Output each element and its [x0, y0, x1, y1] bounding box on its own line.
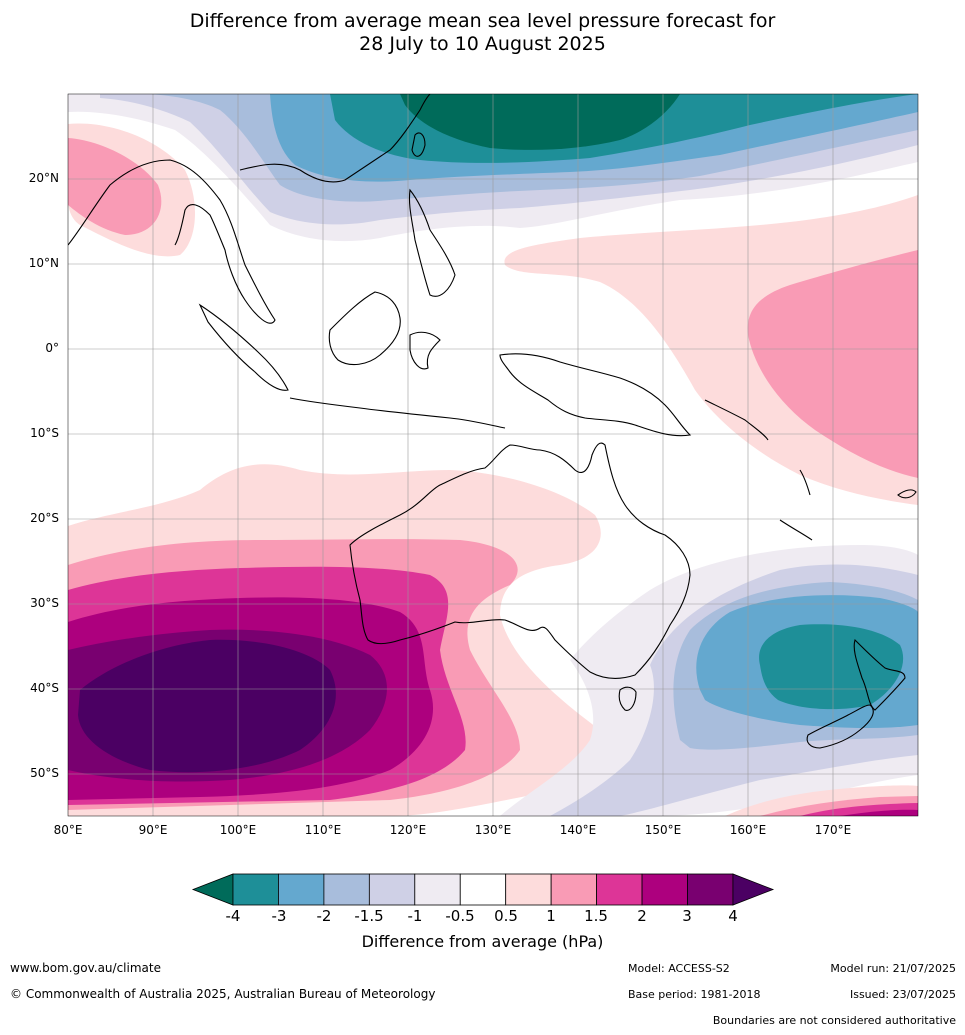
lon-label-90e: 90°E	[138, 823, 168, 837]
philippines-coast	[408, 188, 456, 297]
lat-label-0: 0°	[45, 341, 59, 355]
colorbar-tick: 1.5	[584, 907, 608, 925]
lon-label-80e: 80°E	[53, 823, 83, 837]
colorbar-tick: 2	[637, 907, 647, 925]
model-name: Model: ACCESS-S2	[628, 962, 730, 975]
lat-label-30s: 30°S	[30, 596, 59, 610]
colorbar-swatch	[550, 873, 598, 906]
borneo-coast	[328, 291, 401, 366]
lat-label-20s: 20°S	[30, 511, 59, 525]
colorbar-swatch	[687, 873, 734, 906]
anomaly-contours	[68, 94, 918, 816]
colorbar-swatch	[323, 873, 370, 906]
lon-label-120e: 120°E	[389, 823, 427, 837]
title-line2: 28 July to 10 August 2025	[359, 33, 606, 55]
lon-label-140e: 140°E	[559, 823, 597, 837]
lat-label-50s: 50°S	[30, 766, 59, 780]
sumatra-coast	[198, 303, 289, 391]
base-period: Base period: 1981-2018	[628, 988, 761, 1001]
colorbar-swatch	[641, 873, 688, 906]
colorbar-swatch	[459, 873, 507, 906]
issued-date: Issued: 23/07/2025	[849, 988, 956, 1001]
lat-label-10n: 10°N	[28, 256, 59, 270]
colorbar-tick: -3	[271, 907, 287, 925]
taiwan-coast	[411, 132, 426, 157]
colorbar-swatch	[596, 873, 643, 906]
colorbar-min-arrow	[191, 873, 234, 906]
colorbar-tick: -1.5	[354, 907, 384, 925]
sulawesi-coast	[409, 331, 441, 370]
chart-title: Difference from average mean sea level p…	[0, 10, 965, 56]
lon-label-130e: 130°E	[474, 823, 512, 837]
lat-label-10s: 10°S	[30, 426, 59, 440]
tasmania-coast	[618, 686, 637, 711]
lat-label-40s: 40°S	[30, 681, 59, 695]
colorbar-swatch	[414, 873, 461, 906]
graticule	[68, 94, 918, 816]
solomon-islands-coast	[704, 399, 769, 441]
lon-label-100e: 100°E	[219, 823, 257, 837]
vanuatu-coast	[799, 469, 811, 496]
colorbar-tick: -4	[225, 907, 241, 925]
lat-label-20n: 20°N	[28, 171, 59, 185]
coastlines	[68, 94, 917, 749]
se-asia-coast	[68, 159, 276, 324]
colorbar-tick: 3	[682, 907, 692, 925]
lon-label-150e: 150°E	[644, 823, 682, 837]
new-caledonia-coast	[779, 519, 813, 541]
colorbar-title: Difference from average (hPa)	[361, 932, 604, 951]
java-coast	[289, 397, 506, 429]
colorbar-tick: 4	[728, 907, 738, 925]
colorbar-swatch	[505, 873, 552, 906]
southern-indian-ocean-positive-region	[68, 464, 605, 816]
copyright-text: © Commonwealth of Australia 2025, Austra…	[10, 987, 436, 1001]
title-line1: Difference from average mean sea level p…	[189, 10, 776, 32]
boundaries-disclaimer: Boundaries are not considered authoritat…	[712, 1014, 956, 1027]
colorbar	[191, 873, 775, 906]
china-coast	[239, 94, 431, 183]
colorbar-swatch	[368, 873, 416, 906]
lon-label-160e: 160°E	[729, 823, 767, 837]
colorbar-tick: -2	[316, 907, 332, 925]
tasman-negative-region	[500, 545, 918, 816]
colorbar-tick: -0.5	[445, 907, 475, 925]
fiji-coast	[897, 489, 917, 499]
colorbar-swatch	[278, 873, 325, 906]
map-frame	[67, 93, 919, 817]
lon-label-110e: 110°E	[304, 823, 342, 837]
colorbar-swatch	[232, 873, 279, 906]
new-guinea-coast	[499, 353, 692, 437]
colorbar-max-arrow	[732, 873, 775, 906]
colorbar-tick: 0.5	[494, 907, 518, 925]
australia-coast	[349, 442, 691, 679]
colorbar-tick: -1	[407, 907, 423, 925]
nz-south-island-coast	[806, 704, 874, 749]
model-run: Model run: 21/07/2025	[830, 962, 956, 975]
lon-label-170e: 170°E	[814, 823, 852, 837]
colorbar-tick: 1	[546, 907, 556, 925]
website-link[interactable]: www.bom.gov.au/climate	[10, 961, 161, 975]
nz-north-island-coast	[853, 638, 906, 711]
